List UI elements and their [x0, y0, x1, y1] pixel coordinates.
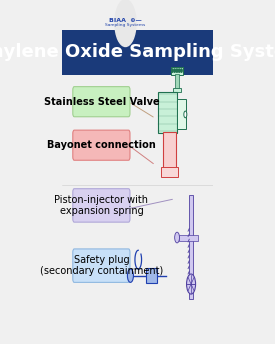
Circle shape — [186, 274, 196, 294]
FancyBboxPatch shape — [73, 189, 130, 222]
FancyBboxPatch shape — [73, 130, 130, 160]
FancyBboxPatch shape — [173, 88, 181, 92]
Text: Safety plug
(secondary containment): Safety plug (secondary containment) — [40, 255, 163, 277]
FancyBboxPatch shape — [62, 30, 213, 75]
Circle shape — [181, 69, 182, 72]
Text: Ethylene Oxide Sampling System: Ethylene Oxide Sampling System — [0, 43, 275, 61]
Text: Stainless Steel Valve: Stainless Steel Valve — [43, 97, 159, 107]
Circle shape — [127, 269, 133, 282]
FancyBboxPatch shape — [73, 87, 130, 117]
FancyBboxPatch shape — [73, 249, 130, 282]
Circle shape — [175, 232, 180, 243]
Circle shape — [178, 69, 180, 72]
Circle shape — [176, 69, 178, 72]
Circle shape — [172, 69, 173, 72]
FancyBboxPatch shape — [161, 167, 178, 177]
Text: BIAA  ⊕—: BIAA ⊕— — [109, 18, 142, 23]
FancyBboxPatch shape — [179, 235, 199, 240]
FancyBboxPatch shape — [189, 195, 193, 299]
Text: Sampling Systems: Sampling Systems — [105, 23, 145, 28]
FancyBboxPatch shape — [146, 268, 157, 283]
FancyBboxPatch shape — [175, 74, 179, 90]
Circle shape — [184, 111, 187, 118]
Circle shape — [174, 69, 175, 72]
FancyBboxPatch shape — [163, 132, 175, 169]
Text: Piston-injector with
expansion spring: Piston-injector with expansion spring — [54, 195, 148, 216]
Circle shape — [115, 0, 136, 46]
FancyBboxPatch shape — [158, 92, 177, 133]
FancyBboxPatch shape — [171, 67, 183, 75]
FancyBboxPatch shape — [177, 99, 186, 129]
Text: Bayonet connection: Bayonet connection — [47, 140, 156, 150]
